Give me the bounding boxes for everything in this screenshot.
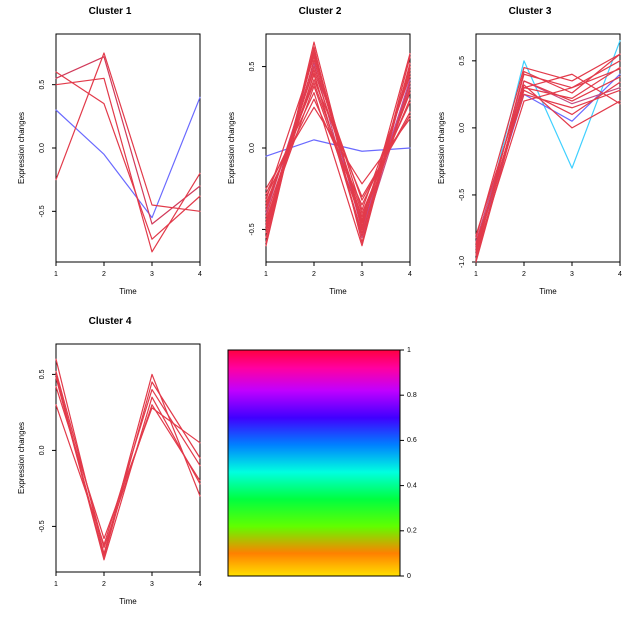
cluster4-xtick-label: 1 — [54, 581, 58, 588]
colorbar-tick-label: 0 — [407, 573, 411, 580]
panel-cluster3: Cluster 3 1 2 3 4 -1.0 -0.5 0.0 0.5 Time Expressio… — [432, 6, 628, 306]
cluster2-title: Cluster 2 — [222, 6, 418, 17]
cluster1-xtick-label: 4 — [198, 271, 202, 278]
cluster3-xtick-label: 2 — [522, 271, 526, 278]
cluster3-ytick-label: -1.0 — [459, 256, 466, 268]
cluster3-ylabel: Expression changes — [437, 112, 446, 184]
figure: Cluster 1 1 2 3 4 -0.5 0.0 0.5 Time Expression ch… — [0, 0, 632, 630]
cluster4-xtick-label: 3 — [150, 581, 154, 588]
cluster4-series-3 — [56, 390, 200, 545]
cluster2-svg: 1 2 3 4 -0.5 0.0 0.5 Time Expression changes — [222, 6, 418, 306]
cluster2-xtick-label: 1 — [264, 271, 268, 278]
colorbar-tick-label: 0.6 — [407, 437, 417, 444]
cluster3-xtick-label: 4 — [618, 271, 622, 278]
cluster3-xtick-label: 3 — [570, 271, 574, 278]
cluster4-xtick-label: 2 — [102, 581, 106, 588]
cluster4-ytick-label: -0.5 — [39, 520, 46, 532]
cluster3-svg: 1 2 3 4 -1.0 -0.5 0.0 0.5 Time Expression changes — [432, 6, 628, 306]
cluster3-series-7 — [476, 54, 620, 255]
cluster4-ylabel: Expression changes — [17, 422, 26, 494]
cluster3-series-4 — [476, 61, 620, 251]
cluster2-xtick-label: 2 — [312, 271, 316, 278]
cluster3-ytick-label: 0.0 — [459, 123, 466, 133]
cluster1-title: Cluster 1 — [12, 6, 208, 17]
cluster1-ytick-label: 0.0 — [39, 143, 46, 153]
cluster1-ytick-label: -0.5 — [39, 205, 46, 217]
cluster2-ylabel: Expression changes — [227, 112, 236, 184]
colorbar-gradient — [228, 350, 400, 576]
panel-cluster4: Cluster 4 1 2 3 4 -0.5 0.0 0.5 Time Expression ch… — [12, 316, 208, 616]
cluster2-ytick-label: 0.0 — [249, 143, 256, 153]
cluster4-xlabel: Time — [119, 597, 137, 606]
cluster1-xtick-label: 2 — [102, 271, 106, 278]
cluster3-title: Cluster 3 — [432, 6, 628, 17]
cluster2-xtick-label: 4 — [408, 271, 412, 278]
panel-colorbar: 0 0.2 0.4 0.6 0.8 1 — [222, 316, 418, 616]
panel-cluster2: Cluster 2 1 2 3 4 -0.5 0.0 0.5 Time Expression ch… — [222, 6, 418, 306]
cluster1-ytick-label: 0.5 — [39, 80, 46, 90]
cluster3-ytick-label: 0.5 — [459, 56, 466, 66]
cluster1-series-2 — [56, 78, 200, 252]
cluster1-xtick-label: 3 — [150, 271, 154, 278]
colorbar-tick-label: 0.2 — [407, 528, 417, 535]
cluster4-svg: 1 2 3 4 -0.5 0.0 0.5 Time Expression changes — [12, 316, 208, 616]
cluster4-xtick-label: 4 — [198, 581, 202, 588]
cluster4-ytick-label: 0.5 — [39, 369, 46, 379]
panel-cluster1: Cluster 1 1 2 3 4 -0.5 0.0 0.5 Time Expression ch… — [12, 6, 208, 306]
cluster1-svg: 1 2 3 4 -0.5 0.0 0.5 Time Expression changes — [12, 6, 208, 306]
cluster3-xlabel: Time — [539, 287, 557, 296]
colorbar-svg: 0 0.2 0.4 0.6 0.8 1 — [222, 316, 418, 616]
colorbar-tick-label: 1 — [407, 347, 411, 354]
cluster2-ytick-label: 0.5 — [249, 62, 256, 72]
cluster1-ylabel: Expression changes — [17, 112, 26, 184]
cluster4-title: Cluster 4 — [12, 316, 208, 327]
cluster1-series-3 — [56, 53, 200, 211]
cluster2-xtick-label: 3 — [360, 271, 364, 278]
cluster3-xtick-label: 1 — [474, 271, 478, 278]
cluster3-ytick-label: -0.5 — [459, 189, 466, 201]
cluster1-xlabel: Time — [119, 287, 137, 296]
colorbar-tick-label: 0.8 — [407, 392, 417, 399]
cluster2-xlabel: Time — [329, 287, 347, 296]
cluster1-series-0 — [56, 97, 200, 217]
cluster4-ytick-label: 0.0 — [39, 445, 46, 455]
colorbar-tick-label: 0.4 — [407, 482, 417, 489]
cluster2-ytick-label: -0.5 — [249, 223, 256, 235]
cluster1-xtick-label: 1 — [54, 271, 58, 278]
cluster1-series-4 — [56, 72, 200, 239]
